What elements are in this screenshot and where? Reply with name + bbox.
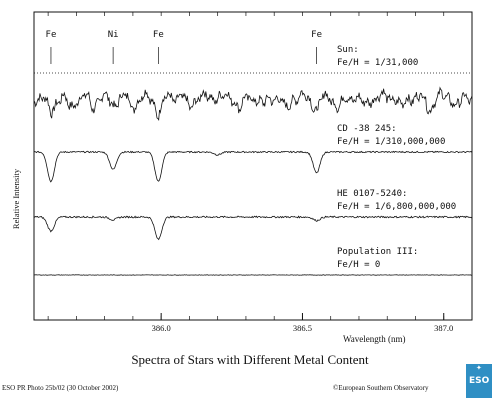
copyright-text: ©European Southern Observatory <box>333 384 429 392</box>
eso-logo-star: ✦ <box>476 364 482 372</box>
x-tick-label-1: 386.5 <box>293 323 312 333</box>
spectrum-line-1 <box>34 150 473 183</box>
plot-frame <box>33 11 473 321</box>
chart-title: Spectra of Stars with Different Metal Co… <box>131 352 369 367</box>
eso-logo: ESO ✦ <box>466 364 492 398</box>
marker-label-2: Fe <box>153 30 164 40</box>
series-annotation-2-0: HE 0107-5240: <box>337 189 407 199</box>
series-annotation-0-0: Sun: <box>337 45 359 55</box>
spectrum-line-2 <box>33 215 473 241</box>
x-tick-label-0: 386.0 <box>152 323 171 333</box>
marker-label-0: Fe <box>46 30 57 40</box>
x-axis-label: Wavelength (nm) <box>343 334 406 344</box>
series-annotation-2-1: Fe/H = 1/6,800,000,000 <box>337 202 456 212</box>
series-annotation-1-0: CD -38 245: <box>337 124 397 134</box>
marker-label-1: Ni <box>108 30 119 40</box>
series-annotation-3-0: Population III: <box>337 247 418 257</box>
y-axis-label: Relative Intensity <box>11 168 21 229</box>
marker-label-3: Fe <box>311 30 322 40</box>
series-annotation-0-1: Fe/H = 1/31,000 <box>337 58 418 68</box>
series-annotation-3-1: Fe/H = 0 <box>337 260 380 270</box>
series-annotation-1-1: Fe/H = 1/310,000,000 <box>337 137 445 147</box>
photo-credit: ESO PR Photo 25b/02 (30 October 2002) <box>2 384 119 392</box>
eso-logo-text: ESO <box>469 376 490 386</box>
spectrum-line-0 <box>33 86 473 122</box>
x-tick-label-2: 387.0 <box>434 323 453 333</box>
